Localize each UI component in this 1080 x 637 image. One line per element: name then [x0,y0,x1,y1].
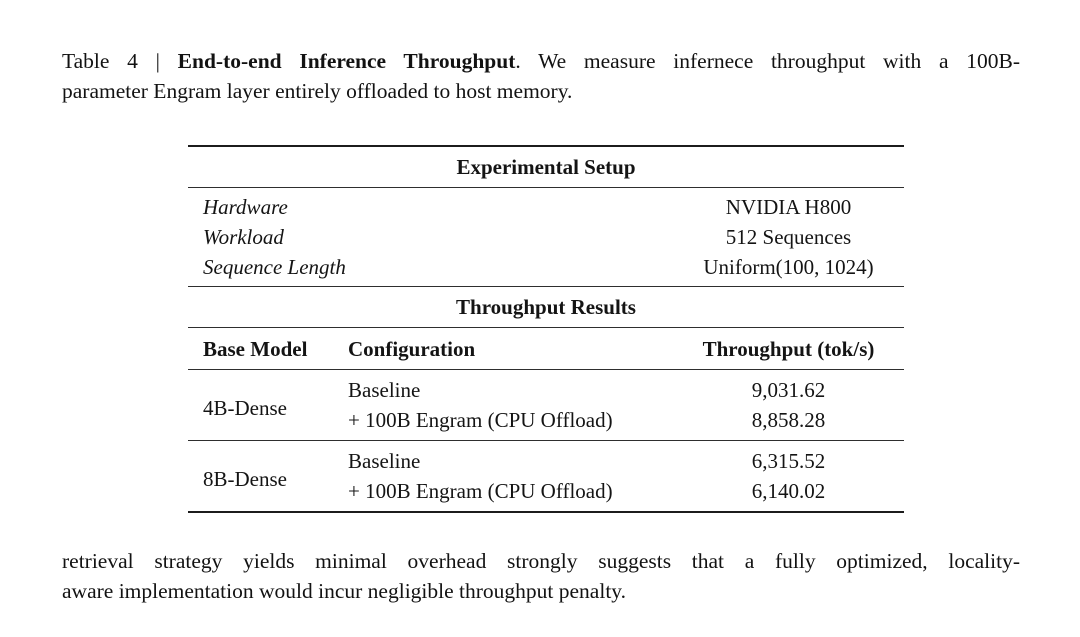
table-row: 8B-Dense Baseline 6,315.52 [188,440,904,512]
setup-row-hardware: Hardware NVIDIA H800 [188,188,904,223]
table-caption: Table 4 | End-to-end Inference Throughpu… [62,46,1020,106]
column-header-base-model: Base Model [188,327,348,370]
config-cell: Baseline [348,378,421,402]
body-line-1: retrieval strategy yields minimal overhe… [62,549,1020,573]
config-cell: + 100B Engram (CPU Offload) [348,476,673,513]
throughput-cell: 8,858.28 [751,408,826,432]
caption-line-1: Table 4 | End-to-end Inference Throughpu… [62,46,1020,76]
setup-row-workload: Workload 512 Sequences [188,222,904,252]
section-header-experimental-setup: Experimental Setup [188,145,904,188]
section-header-throughput-results: Throughput Results [188,286,904,328]
caption-line-2: parameter Engram layer entirely offloade… [62,79,573,103]
workload-label: Workload [203,225,284,249]
throughput-results-title: Throughput Results [188,286,904,328]
config-cell: Baseline [348,440,673,476]
table-row: + 100B Engram (CPU Offload) 6,140.02 [188,476,904,513]
column-header-throughput: Throughput (tok/s) [673,327,904,370]
body-paragraph: retrieval strategy yields minimal overhe… [62,546,1020,606]
caption-rest: . We measure infernece throughput with a… [515,49,1020,73]
body-line-2: aware implementation would incur negligi… [62,579,627,603]
setup-row-sequence-length: Sequence Length Uniform(100, 1024) [188,252,904,287]
throughput-cell: 6,140.02 [673,476,904,513]
throughput-cell: 9,031.62 [751,378,826,402]
column-header-configuration: Configuration [348,327,673,370]
column-header-row: Base Model Configuration Throughput (tok… [188,327,904,370]
caption-bold-title: End-to-end Inference Throughput [177,49,516,73]
hardware-value: NVIDIA H800 [725,195,852,219]
table-row: + 100B Engram (CPU Offload) 8,858.28 [188,405,904,441]
throughput-cell: 6,315.52 [673,440,904,476]
bottom-rule-row [188,511,904,514]
experimental-setup-title: Experimental Setup [188,145,904,188]
base-model-8b-dense: 8B-Dense [188,440,348,512]
base-model-4b-dense: 4B-Dense [203,395,287,420]
sequence-length-value: Uniform(100, 1024) [703,255,874,279]
results-table: Experimental Setup Hardware NVIDIA H800 … [188,145,904,514]
hardware-label: Hardware [203,195,288,219]
config-cell: + 100B Engram (CPU Offload) [348,408,613,432]
workload-value: 512 Sequences [725,225,852,249]
caption-prefix: Table 4 | [62,49,178,73]
bottom-rule [188,511,904,514]
sequence-length-label: Sequence Length [203,255,346,279]
table-row: 4B-Dense Baseline 9,031.62 [188,370,904,420]
